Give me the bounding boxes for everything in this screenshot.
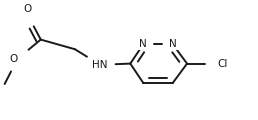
Text: N: N bbox=[169, 39, 177, 49]
Text: N: N bbox=[139, 39, 147, 49]
Text: O: O bbox=[9, 54, 18, 64]
Text: Cl: Cl bbox=[217, 59, 228, 69]
Text: HN: HN bbox=[92, 60, 108, 70]
Text: O: O bbox=[23, 4, 31, 14]
